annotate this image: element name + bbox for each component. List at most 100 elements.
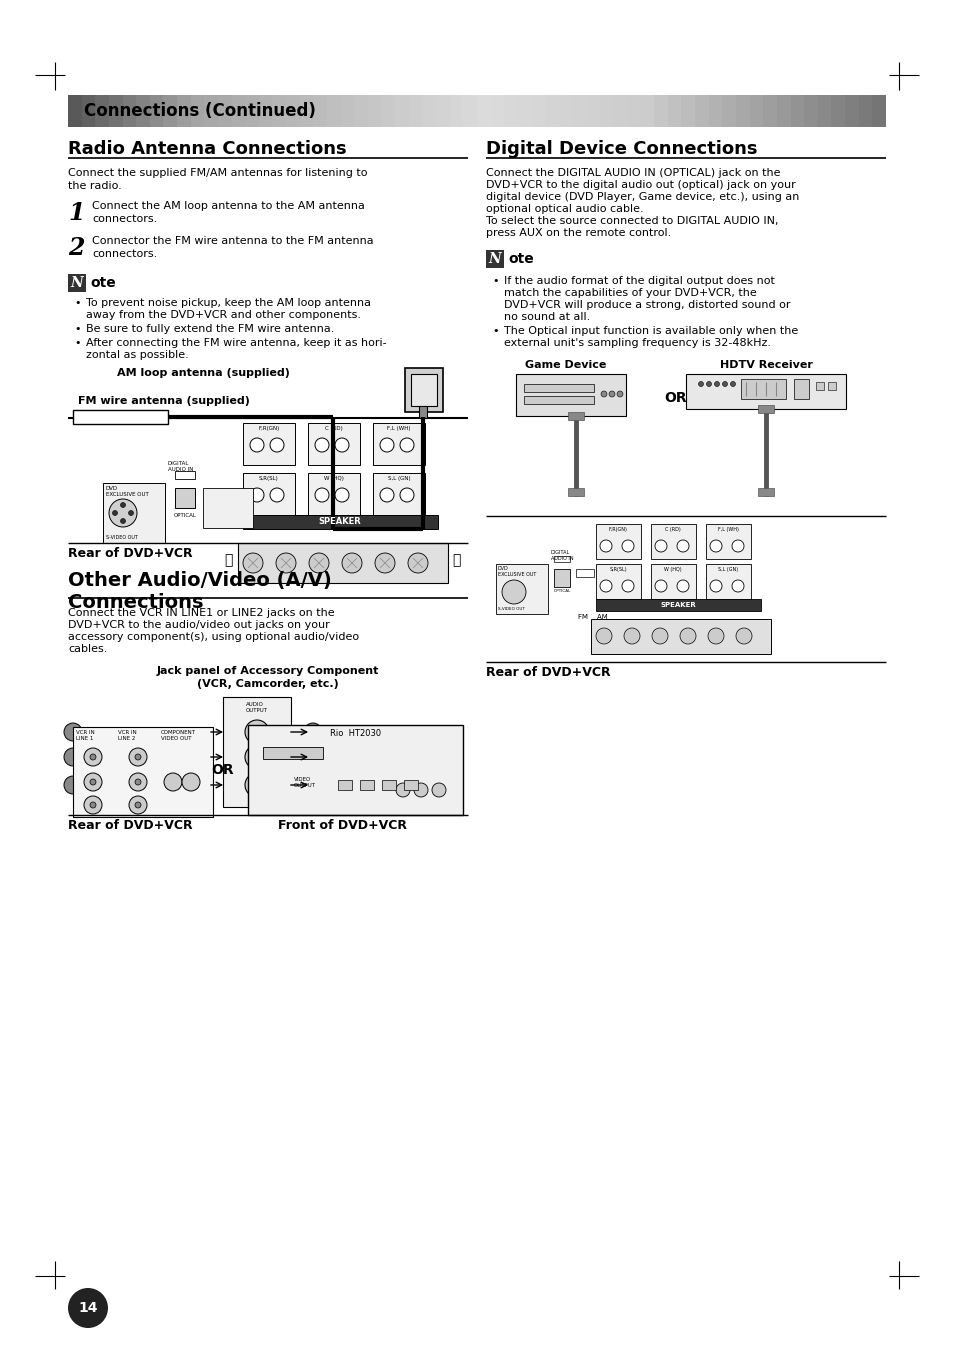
Bar xyxy=(273,95,286,127)
Text: DIGITAL
AUDIO IN: DIGITAL AUDIO IN xyxy=(551,550,573,561)
Text: Radio Antenna Connections: Radio Antenna Connections xyxy=(68,141,346,158)
Bar xyxy=(223,697,291,807)
Text: Connector the FM wire antenna to the FM antenna: Connector the FM wire antenna to the FM … xyxy=(91,236,374,246)
Text: •: • xyxy=(74,338,80,349)
Circle shape xyxy=(109,499,137,527)
Bar xyxy=(654,95,668,127)
Bar xyxy=(705,563,750,598)
Bar xyxy=(544,95,558,127)
Bar xyxy=(258,95,273,127)
Circle shape xyxy=(250,438,264,453)
Bar xyxy=(68,274,86,292)
Bar xyxy=(320,753,360,761)
Text: VCR IN
LINE 1: VCR IN LINE 1 xyxy=(76,730,94,740)
Text: W (HQ): W (HQ) xyxy=(663,567,681,571)
Bar xyxy=(596,524,640,559)
Circle shape xyxy=(621,580,634,592)
Circle shape xyxy=(599,580,612,592)
Circle shape xyxy=(90,802,96,808)
Bar xyxy=(476,95,491,127)
Bar xyxy=(82,95,95,127)
Circle shape xyxy=(245,773,269,797)
Text: SPEAKER: SPEAKER xyxy=(318,517,361,527)
Circle shape xyxy=(608,390,615,397)
Bar xyxy=(243,515,437,530)
Circle shape xyxy=(253,781,261,789)
Circle shape xyxy=(709,580,721,592)
Bar xyxy=(762,95,777,127)
Circle shape xyxy=(600,390,606,397)
Bar xyxy=(554,557,569,562)
Circle shape xyxy=(395,784,410,797)
Bar xyxy=(150,95,164,127)
Text: Rear of DVD+VCR: Rear of DVD+VCR xyxy=(68,547,193,561)
Circle shape xyxy=(129,511,133,516)
Bar xyxy=(308,473,359,515)
Bar xyxy=(405,367,442,412)
Bar xyxy=(858,95,872,127)
Circle shape xyxy=(731,540,743,553)
Text: F,L (WH): F,L (WH) xyxy=(717,527,738,532)
Bar xyxy=(243,473,294,515)
Text: Connections: Connections xyxy=(68,593,203,612)
Circle shape xyxy=(414,784,428,797)
Bar xyxy=(463,95,477,127)
Circle shape xyxy=(135,754,141,761)
Text: FM    AM: FM AM xyxy=(578,613,607,620)
Text: Other Audio/Video (A/V): Other Audio/Video (A/V) xyxy=(68,571,332,590)
Text: C (RD): C (RD) xyxy=(325,426,342,431)
Circle shape xyxy=(120,519,126,523)
Bar xyxy=(740,380,785,399)
Bar xyxy=(554,569,569,586)
Text: Rear of DVD+VCR: Rear of DVD+VCR xyxy=(68,819,193,832)
Circle shape xyxy=(129,773,147,790)
Bar xyxy=(827,382,835,390)
Text: •: • xyxy=(492,276,498,286)
Circle shape xyxy=(135,780,141,785)
Bar xyxy=(803,95,818,127)
Circle shape xyxy=(651,628,667,644)
Bar xyxy=(320,728,360,736)
Text: Jack panel of Accessory Component: Jack panel of Accessory Component xyxy=(156,666,378,676)
Circle shape xyxy=(129,796,147,815)
Circle shape xyxy=(120,503,126,508)
Text: S,L (GN): S,L (GN) xyxy=(718,567,738,571)
Bar xyxy=(191,95,205,127)
Circle shape xyxy=(68,1288,108,1328)
Circle shape xyxy=(84,796,102,815)
Text: press AUX on the remote control.: press AUX on the remote control. xyxy=(485,228,671,238)
Bar xyxy=(749,95,763,127)
Bar xyxy=(232,95,246,127)
Circle shape xyxy=(399,488,414,503)
Bar xyxy=(177,95,191,127)
Text: S,R(SL): S,R(SL) xyxy=(259,476,278,481)
Bar xyxy=(667,95,681,127)
Text: Connect the AM loop antenna to the AM antenna: Connect the AM loop antenna to the AM an… xyxy=(91,201,364,211)
Text: •: • xyxy=(74,324,80,334)
Circle shape xyxy=(164,773,182,790)
Text: If the audio format of the digital output does not: If the audio format of the digital outpu… xyxy=(503,276,774,286)
Text: Be sure to fully extend the FM wire antenna.: Be sure to fully extend the FM wire ante… xyxy=(86,324,334,334)
Text: C (RD): C (RD) xyxy=(664,527,680,532)
Text: digital device (DVD Player, Game device, etc.), using an: digital device (DVD Player, Game device,… xyxy=(485,192,799,203)
Circle shape xyxy=(655,580,666,592)
Bar xyxy=(523,384,594,392)
Bar xyxy=(831,95,844,127)
Text: DVD
EXCLUSIVE OUT: DVD EXCLUSIVE OUT xyxy=(497,566,536,577)
Bar xyxy=(340,95,355,127)
Bar xyxy=(572,95,586,127)
Text: DVD+VCR will produce a strong, distorted sound or: DVD+VCR will produce a strong, distorted… xyxy=(503,300,790,309)
Bar xyxy=(82,781,122,789)
Bar xyxy=(359,780,374,790)
Text: F,R(GN): F,R(GN) xyxy=(258,426,279,431)
Circle shape xyxy=(677,540,688,553)
Text: S,R(SL): S,R(SL) xyxy=(609,567,626,571)
Bar xyxy=(590,619,770,654)
Bar xyxy=(485,250,503,267)
Text: OPTICAL: OPTICAL xyxy=(173,513,196,517)
Circle shape xyxy=(64,775,82,794)
Circle shape xyxy=(270,488,284,503)
Text: Front of DVD+VCR: Front of DVD+VCR xyxy=(277,819,407,832)
Circle shape xyxy=(707,628,723,644)
Bar xyxy=(776,95,790,127)
